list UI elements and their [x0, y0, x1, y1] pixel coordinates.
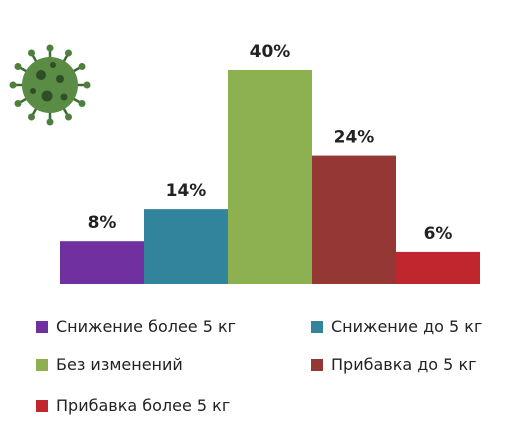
bar-4 [396, 251, 480, 284]
legend-item-3: Прибавка до 5 кг [311, 355, 477, 374]
legend-item-4: Прибавка более 5 кг [36, 396, 230, 415]
legend-swatch [311, 320, 323, 333]
legend-item-1: Снижение до 5 кг [311, 317, 482, 336]
data-label-3: 24% [334, 128, 375, 148]
legend-swatch [311, 358, 323, 371]
data-label-2: 40% [250, 42, 291, 62]
legend-swatch [36, 399, 48, 412]
virus-icon [9, 44, 91, 126]
bar-0 [60, 241, 144, 284]
data-label-4: 6% [424, 224, 453, 244]
legend-swatch [36, 320, 48, 333]
legend-item-0: Снижение более 5 кг [36, 317, 236, 336]
bar-2 [228, 70, 312, 284]
bar-3 [312, 155, 396, 284]
legend-label: Снижение более 5 кг [56, 317, 237, 336]
data-label-0: 8% [88, 213, 117, 233]
data-label-1: 14% [166, 181, 207, 201]
bar-1 [144, 209, 228, 284]
legend-swatch [36, 358, 48, 371]
legend-label: Прибавка до 5 кг [331, 355, 477, 374]
legend-label: Прибавка более 5 кг [56, 396, 231, 415]
legend-label: Снижение до 5 кг [331, 317, 483, 336]
legend-label: Без изменений [56, 355, 183, 374]
legend-item-2: Без изменений [36, 355, 183, 374]
